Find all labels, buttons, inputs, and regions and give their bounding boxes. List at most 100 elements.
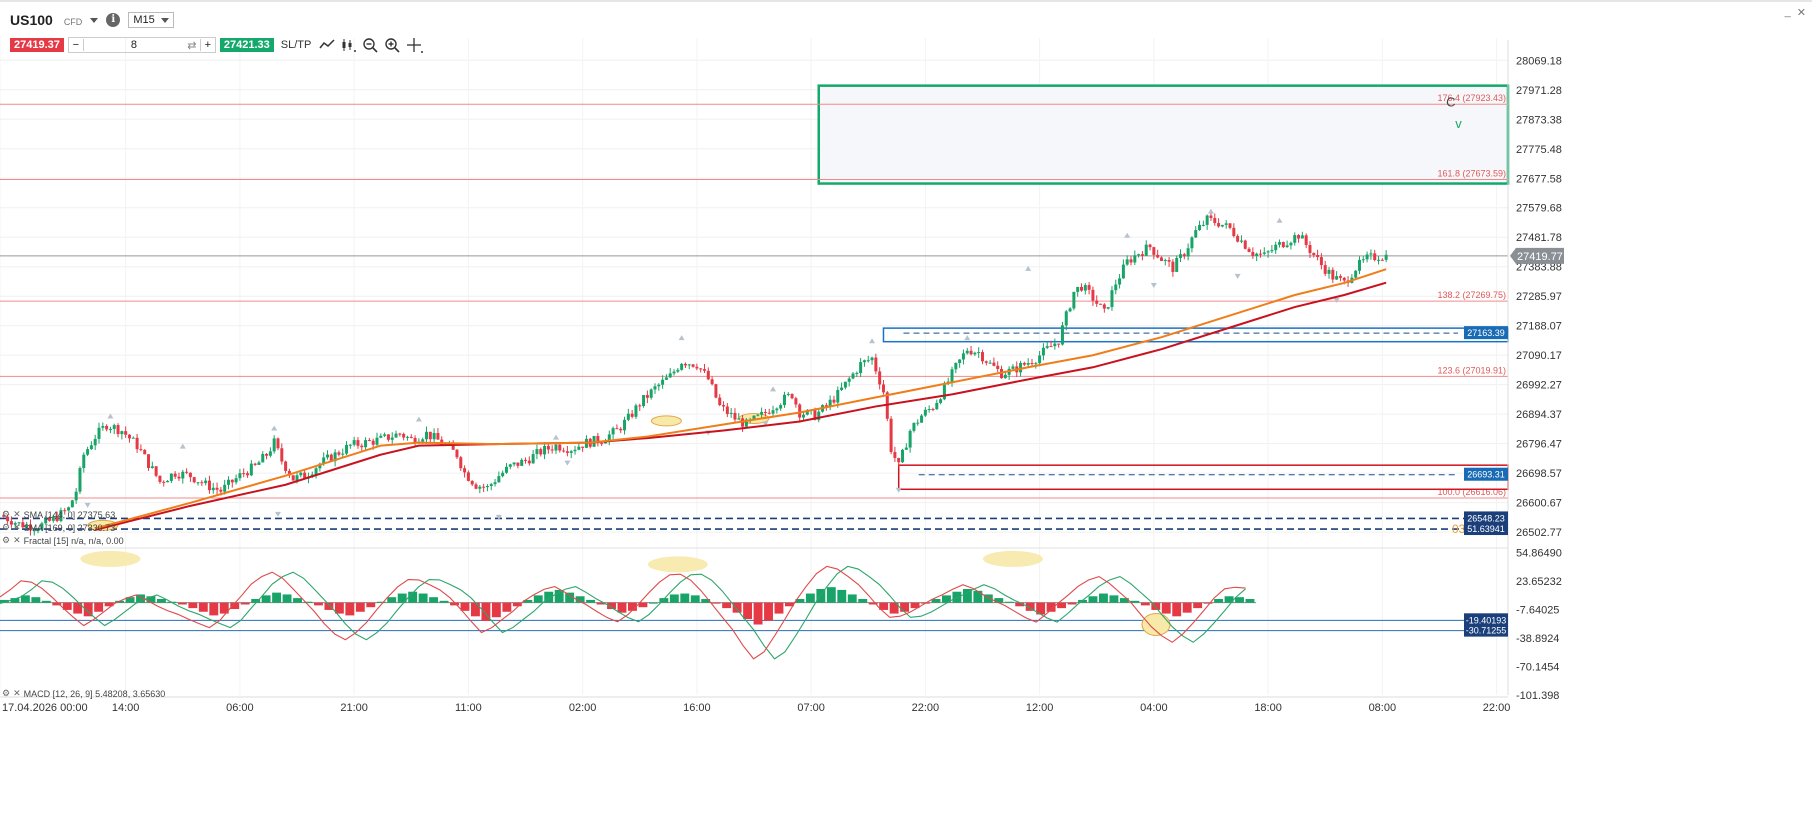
candle-up [680,363,684,370]
candle-up [927,409,931,411]
macd-bar-up [973,590,983,603]
candle-down [741,418,745,427]
macd-bar-down [1140,602,1150,606]
timeframe-select[interactable]: M15 [128,12,174,28]
candle-up [295,475,299,481]
fractal-up-marker [1207,208,1214,214]
candle-down [516,462,520,466]
legend-sma169[interactable]: ⚙ ✕ SMA [169, 0] 27330.73 [2,522,115,533]
candle-up [1064,311,1068,326]
candle-down [139,449,143,451]
gear-icon[interactable]: ⚙ [2,509,11,519]
price-axis-tick: 26992.27 [1516,380,1562,392]
candle-up [1076,286,1080,292]
symbol-name[interactable]: US100 [10,12,53,28]
macd-bar-down [774,602,784,614]
symbol-toolbar: US100 CFD i M15 [10,10,174,30]
crosshair-icon[interactable] [406,37,424,53]
price-axis-tick: 27285.97 [1516,291,1562,303]
candle-down [1236,236,1240,242]
candle-up [1239,240,1243,242]
close-icon[interactable]: ✕ [13,522,21,532]
close-icon[interactable]: ✕ [1796,7,1806,19]
candle-up [904,447,908,450]
legend-fractal[interactable]: ⚙ ✕ Fractal [15] n/a, n/a, 0.00 [2,535,124,546]
line-chart-icon[interactable] [318,37,336,53]
caret-down-icon[interactable] [90,17,99,23]
highlight-ellipse [650,415,682,427]
close-icon[interactable]: ✕ [13,509,21,519]
increase-button[interactable]: + [199,39,215,51]
candle-up [1361,259,1365,261]
candle-down [200,482,204,484]
quantity-stepper[interactable]: − 8 ⇄ + [67,37,216,53]
candle-up [394,433,398,438]
macd-bar-down [617,602,627,613]
candle-down [162,481,166,483]
macd-bar-up [1224,596,1234,603]
macd-bar-up [397,593,407,603]
candle-up [1300,235,1304,239]
close-icon[interactable]: ✕ [13,535,21,545]
candle-up [1354,270,1358,278]
buy-button[interactable]: 27421.33 [219,38,274,52]
candle-down [1152,247,1156,255]
fib-level-label: 176.4 (27923.43) [1437,93,1506,103]
candle-down [287,470,291,476]
candle-down [127,434,131,439]
swap-icon[interactable]: ⇄ [187,39,197,52]
candle-up [1335,276,1339,280]
macd-histogram [0,587,1255,625]
candle-up [760,411,764,415]
candle-up [211,487,215,491]
candle-down [733,412,737,420]
candle-down [284,461,288,471]
candle-up [1106,307,1110,309]
macd-bar-down [188,602,198,609]
decrease-button[interactable]: − [69,39,84,51]
candle-down [1182,254,1186,257]
sell-button[interactable]: 27419.37 [10,38,64,52]
macd-bar-down [596,602,606,605]
candle-down [691,364,695,367]
zoom-in-icon[interactable] [384,37,402,53]
info-icon[interactable]: i [106,13,121,27]
candle-up [1114,284,1118,291]
candle-up [1289,242,1293,246]
candle-down [63,510,67,512]
gear-icon[interactable]: ⚙ [2,522,11,532]
candle-down [992,362,996,366]
zoom-out-icon[interactable] [362,37,380,53]
candle-up [97,427,101,439]
close-icon[interactable]: ✕ [13,688,21,698]
minimize-icon[interactable]: _ [1784,6,1791,18]
gear-icon[interactable]: ⚙ [2,535,11,545]
macd-bar-up [1235,597,1244,603]
candle-down [1213,217,1217,224]
candle-up [935,402,939,410]
macd-level-badge-bg [1464,613,1508,627]
candle-down [192,477,196,483]
macd-bar-down [1015,602,1025,607]
sltp-button[interactable]: SL/TP [280,39,312,51]
quantity-input[interactable]: 8 [130,39,137,51]
candle-up [93,438,97,446]
candle-up [977,352,981,354]
candle-down [1316,254,1320,258]
candle-up [775,408,779,411]
candle-down [28,524,32,531]
candle-down [1342,277,1346,281]
candle-up [752,415,756,420]
legend-sma144[interactable]: ⚙ ✕ SMA [144, 0] 27375.63 [2,509,115,520]
instrument-type: CFD [63,16,83,27]
gear-icon[interactable]: ⚙ [2,688,11,698]
candle-up [623,419,627,431]
candles-icon[interactable] [340,37,358,53]
dashed-level-badge: 26548.23 [1467,513,1505,523]
price-axis-tick: 27677.58 [1516,173,1562,185]
legend-macd[interactable]: ⚙ ✕ MACD [12, 26, 9] 5.48208, 3.65630 [2,688,165,699]
candle-down [638,405,642,407]
candle-up [1083,285,1087,291]
macd-axis-tick: -38.8924 [1516,633,1559,645]
